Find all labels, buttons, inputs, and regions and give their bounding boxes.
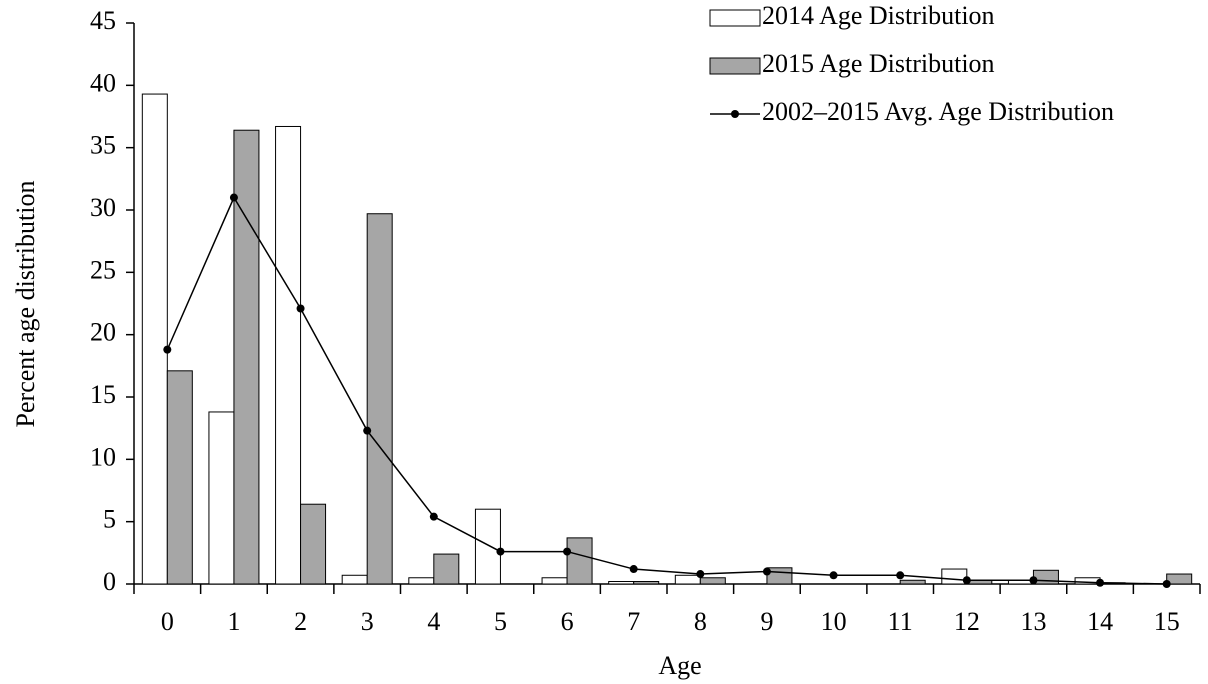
y-axis-title: Percent age distribution bbox=[11, 181, 40, 428]
bar bbox=[166, 370, 193, 585]
x-tick-label: 10 bbox=[821, 607, 847, 636]
bar bbox=[208, 411, 235, 585]
x-tick-label: 6 bbox=[561, 607, 574, 636]
line-point bbox=[1029, 576, 1038, 585]
bar bbox=[633, 581, 660, 585]
line-point bbox=[296, 304, 305, 313]
line-point bbox=[1096, 578, 1105, 587]
y-tick-label: 40 bbox=[90, 68, 116, 97]
bar bbox=[1166, 573, 1193, 585]
line-point bbox=[762, 567, 771, 576]
x-tick-label: 11 bbox=[888, 607, 913, 636]
x-tick-label: 5 bbox=[494, 607, 507, 636]
bar bbox=[275, 125, 302, 585]
bar bbox=[1032, 569, 1059, 585]
x-tick-label: 9 bbox=[760, 607, 773, 636]
line-point bbox=[896, 571, 905, 580]
x-tick-label: 3 bbox=[361, 607, 374, 636]
y-tick-label: 15 bbox=[90, 380, 116, 409]
bar bbox=[674, 574, 701, 585]
bar bbox=[899, 579, 926, 585]
legend-label: 2015 Age Distribution bbox=[762, 49, 995, 78]
line-point bbox=[563, 547, 572, 556]
line-point bbox=[429, 512, 438, 521]
bar bbox=[474, 508, 501, 585]
x-tick-label: 7 bbox=[627, 607, 640, 636]
y-tick-label: 20 bbox=[90, 318, 116, 347]
legend-label: 2014 Age Distribution bbox=[762, 1, 995, 30]
y-tick-label: 5 bbox=[103, 505, 116, 534]
bar bbox=[566, 537, 593, 585]
x-axis-title: Age bbox=[658, 651, 701, 680]
line-point bbox=[229, 193, 238, 202]
x-tick-label: 12 bbox=[954, 607, 980, 636]
x-tick-label: 2 bbox=[294, 607, 307, 636]
line bbox=[166, 195, 1167, 585]
y-tick-label: 35 bbox=[90, 131, 116, 160]
y-tick-label: 25 bbox=[90, 255, 116, 284]
x-tick-label: 8 bbox=[694, 607, 707, 636]
line-point bbox=[829, 571, 838, 580]
bar bbox=[141, 93, 168, 585]
bar bbox=[608, 581, 635, 585]
line-point bbox=[696, 570, 705, 579]
line-point bbox=[962, 576, 971, 585]
legend-swatch bbox=[709, 57, 761, 75]
bar bbox=[300, 503, 327, 585]
bar bbox=[699, 577, 726, 585]
line-point bbox=[629, 565, 638, 574]
x-tick-label: 14 bbox=[1087, 607, 1113, 636]
bar bbox=[366, 213, 393, 585]
x-tick-label: 13 bbox=[1020, 607, 1046, 636]
bar bbox=[541, 577, 568, 585]
legend-swatch bbox=[709, 9, 761, 27]
y-tick-label: 30 bbox=[90, 193, 116, 222]
y-tick-label: 45 bbox=[90, 6, 116, 35]
x-tick-label: 0 bbox=[161, 607, 174, 636]
bar bbox=[941, 568, 968, 585]
legend-label: 2002–2015 Avg. Age Distribution bbox=[762, 97, 1114, 126]
bar bbox=[433, 553, 460, 585]
bar bbox=[408, 577, 435, 585]
y-tick-label: 10 bbox=[90, 442, 116, 471]
bar bbox=[341, 574, 368, 585]
line-point bbox=[163, 345, 172, 354]
x-tick-label: 4 bbox=[427, 607, 440, 636]
line-point bbox=[1162, 580, 1171, 588]
y-tick-label: 0 bbox=[103, 567, 116, 596]
legend-swatch-point bbox=[731, 110, 739, 118]
line-point bbox=[496, 547, 505, 556]
line-point bbox=[363, 426, 372, 435]
x-tick-label: 15 bbox=[1154, 607, 1180, 636]
x-tick-label: 1 bbox=[227, 607, 240, 636]
